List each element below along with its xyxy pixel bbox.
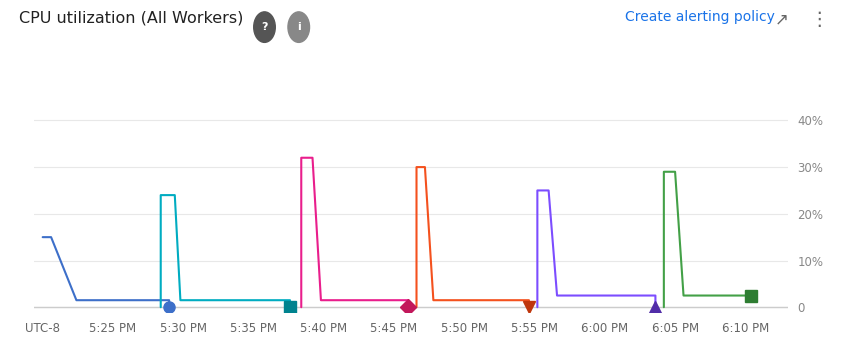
Text: i: i [297, 22, 300, 32]
Text: ?: ? [261, 22, 268, 32]
Text: ↗: ↗ [775, 10, 788, 28]
Circle shape [253, 12, 276, 42]
Text: Create alerting policy: Create alerting policy [625, 10, 775, 24]
Circle shape [288, 12, 310, 42]
Text: CPU utilization (All Workers): CPU utilization (All Workers) [19, 10, 243, 25]
Text: ⋮: ⋮ [809, 10, 829, 29]
